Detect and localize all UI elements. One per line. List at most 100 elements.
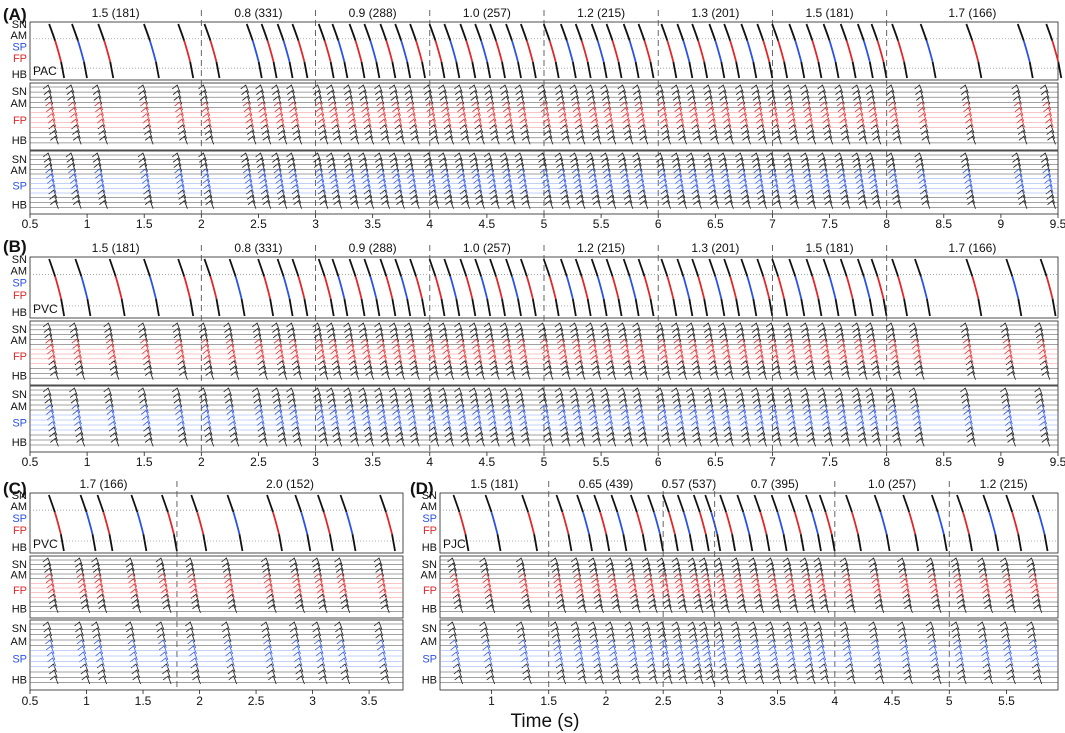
row-label-am: AM [11,401,28,413]
cable-trace [42,152,52,162]
cable-trace [407,178,417,188]
cable-trace [734,645,743,655]
cable-trace [144,432,153,441]
cable-trace [839,184,848,193]
activation-trace [574,258,583,277]
cable-trace [319,437,329,447]
cable-trace [575,432,585,441]
cable-trace [378,657,388,667]
cable-trace [438,84,447,94]
cable-trace [476,370,485,380]
cable-trace [362,184,372,193]
cable-trace [758,437,767,447]
cable-trace [749,633,759,643]
cable-trace [604,349,613,359]
cable-trace [344,398,354,408]
his-trace [783,298,789,317]
cable-trace [789,129,799,139]
cable-trace [637,354,646,364]
cable-trace [344,392,353,402]
cable-trace [292,645,301,655]
cable-trace [144,200,154,209]
cable-trace [914,84,924,94]
cable-trace [578,604,587,613]
cable-trace [329,343,338,353]
cable-trace [272,398,282,408]
cable-trace [374,322,383,332]
cable-trace [637,420,646,430]
cable-trace [601,327,610,337]
cable-trace [1006,365,1016,375]
cable-trace [751,84,760,94]
cable-trace [519,651,529,661]
cable-trace [332,129,342,139]
cable-trace [724,365,733,375]
cable-trace [731,557,740,567]
cable-trace [359,95,369,105]
activation-trace [845,494,853,513]
cable-trace [900,645,909,655]
cable-trace [46,415,56,425]
cable-trace [365,200,374,209]
cable-trace [638,365,648,375]
cable-trace [95,107,104,116]
cable-trace [930,588,940,598]
cable-trace [1037,409,1047,419]
cable-trace [890,420,900,430]
cable-trace [822,420,831,430]
activation-trace [692,494,701,513]
cable-trace [738,675,747,685]
cable-trace [588,562,598,572]
cable-trace [623,194,633,204]
cable-trace [204,194,214,204]
cable-trace [607,370,617,380]
cable-trace [800,157,810,167]
cable-trace [256,354,266,364]
cable-trace [617,387,627,397]
cable-trace [43,327,53,337]
cable-trace [977,562,987,572]
cable-trace [787,112,796,122]
cable-trace [738,409,747,419]
cable-trace [841,135,851,145]
cable-trace [376,572,385,582]
cable-trace [364,432,374,441]
cable-trace [292,432,302,441]
cable-trace [349,432,359,441]
cable-trace [932,675,942,685]
cable-trace [348,118,357,128]
activation-trace [379,258,388,277]
cable-trace [47,657,57,667]
his-trace [752,61,758,79]
activation-trace [856,258,865,277]
cable-trace [485,598,495,608]
cable-trace [904,675,913,685]
cable-trace [340,669,350,679]
cable-trace [313,392,322,402]
cable-trace [866,90,875,99]
cable-trace [468,387,478,397]
cable-trace [160,588,170,598]
cable-trace [79,593,89,603]
cable-trace [735,90,745,99]
cable-trace [503,349,513,359]
x-tick-label: 2 [196,694,203,708]
cable-trace [755,178,764,188]
conduction-trace [1037,511,1046,535]
cable-trace [272,162,282,172]
his-trace [882,61,888,79]
cable-trace [1047,135,1056,145]
cable-trace [770,657,779,667]
cable-trace [161,593,170,603]
conduction-trace [759,511,768,535]
his-trace [288,298,294,317]
cable-trace [838,112,848,122]
cable-trace [278,370,288,380]
cable-trace [287,398,297,408]
cable-trace [506,365,515,375]
cable-trace [717,84,727,94]
cable-trace [802,645,812,655]
cable-trace [672,95,682,105]
cable-trace [176,354,186,364]
